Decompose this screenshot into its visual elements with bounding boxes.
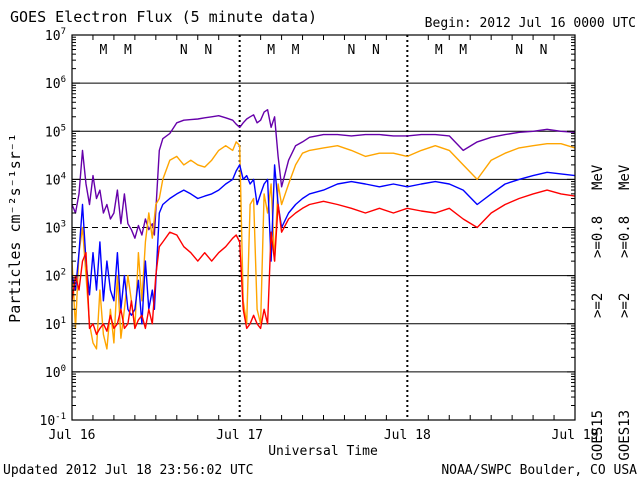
- y-tick-label-3: 102: [45, 268, 66, 285]
- x-axis-label: Universal Time: [268, 444, 378, 459]
- legend-goes13-08mev: >=0.8: [617, 216, 633, 258]
- y-tick-label-6: 105: [45, 123, 66, 140]
- legend-goes13-unit: MeV: [617, 164, 633, 190]
- marker-n-11: N: [540, 43, 548, 58]
- day-dividers: [238, 35, 409, 420]
- series-line-0: [71, 108, 576, 239]
- x-tick-marks: Jul 16 Jul 17 Jul 18 Jul 19: [49, 35, 599, 443]
- marker-n-3: N: [204, 43, 212, 58]
- legend-goes15-unit: MeV: [590, 164, 606, 190]
- series-lines: [71, 108, 576, 350]
- legend-goes13-2mev: >=2: [617, 293, 633, 318]
- chart-title: GOES Electron Flux (5 minute data): [10, 8, 317, 26]
- x-tick-label-1: Jul 17: [216, 428, 263, 443]
- y-axis-label: Particles cm⁻²s⁻¹sr⁻¹: [6, 133, 24, 323]
- y-tick-label-5: 104: [45, 171, 66, 188]
- x-tick-label-2: Jul 18: [384, 428, 431, 443]
- series-line-1: [71, 141, 576, 350]
- legend-goes15-sat: GOES15: [590, 410, 606, 461]
- y-tick-label-7: 106: [45, 75, 66, 92]
- y-tick-labels: 10-1 100 101 102 103 104 105 106 107: [40, 27, 575, 429]
- y-tick-label-8: 107: [45, 27, 66, 44]
- marker-n-2: N: [180, 43, 188, 58]
- marker-n-6: N: [348, 43, 356, 58]
- marker-m-9: M: [459, 43, 467, 58]
- x-tick-label-3: Jul 19: [552, 428, 599, 443]
- legend-goes15-2mev: >=2: [590, 293, 606, 318]
- y-tick-label-0: 10-1: [40, 412, 67, 429]
- legend-goes13-sat: GOES13: [617, 410, 633, 461]
- legend: GOES15 GOES13 >=2 >=0.8 MeV >=2 >=0.8 Me…: [590, 164, 633, 460]
- marker-m-4: M: [267, 43, 275, 58]
- legend-goes15-08mev: >=0.8: [590, 216, 606, 258]
- y-tick-label-2: 101: [45, 316, 66, 333]
- marker-m-8: M: [435, 43, 443, 58]
- marker-n-7: N: [372, 43, 380, 58]
- y-tick-label-1: 100: [45, 364, 66, 381]
- credit-label: NOAA/SWPC Boulder, CO USA: [441, 463, 637, 478]
- x-tick-label-0: Jul 16: [49, 428, 96, 443]
- series-line-3: [71, 189, 576, 336]
- y-tick-label-4: 103: [45, 220, 66, 237]
- marker-m-1: M: [124, 43, 132, 58]
- series-line-2: [71, 164, 576, 325]
- begin-time: Begin: 2012 Jul 16 0000 UTC: [425, 16, 636, 31]
- marker-n-10: N: [515, 43, 523, 58]
- updated-timestamp: Updated 2012 Jul 18 23:56:02 UTC: [3, 463, 253, 478]
- marker-m-5: M: [292, 43, 300, 58]
- marker-m-0: M: [100, 43, 108, 58]
